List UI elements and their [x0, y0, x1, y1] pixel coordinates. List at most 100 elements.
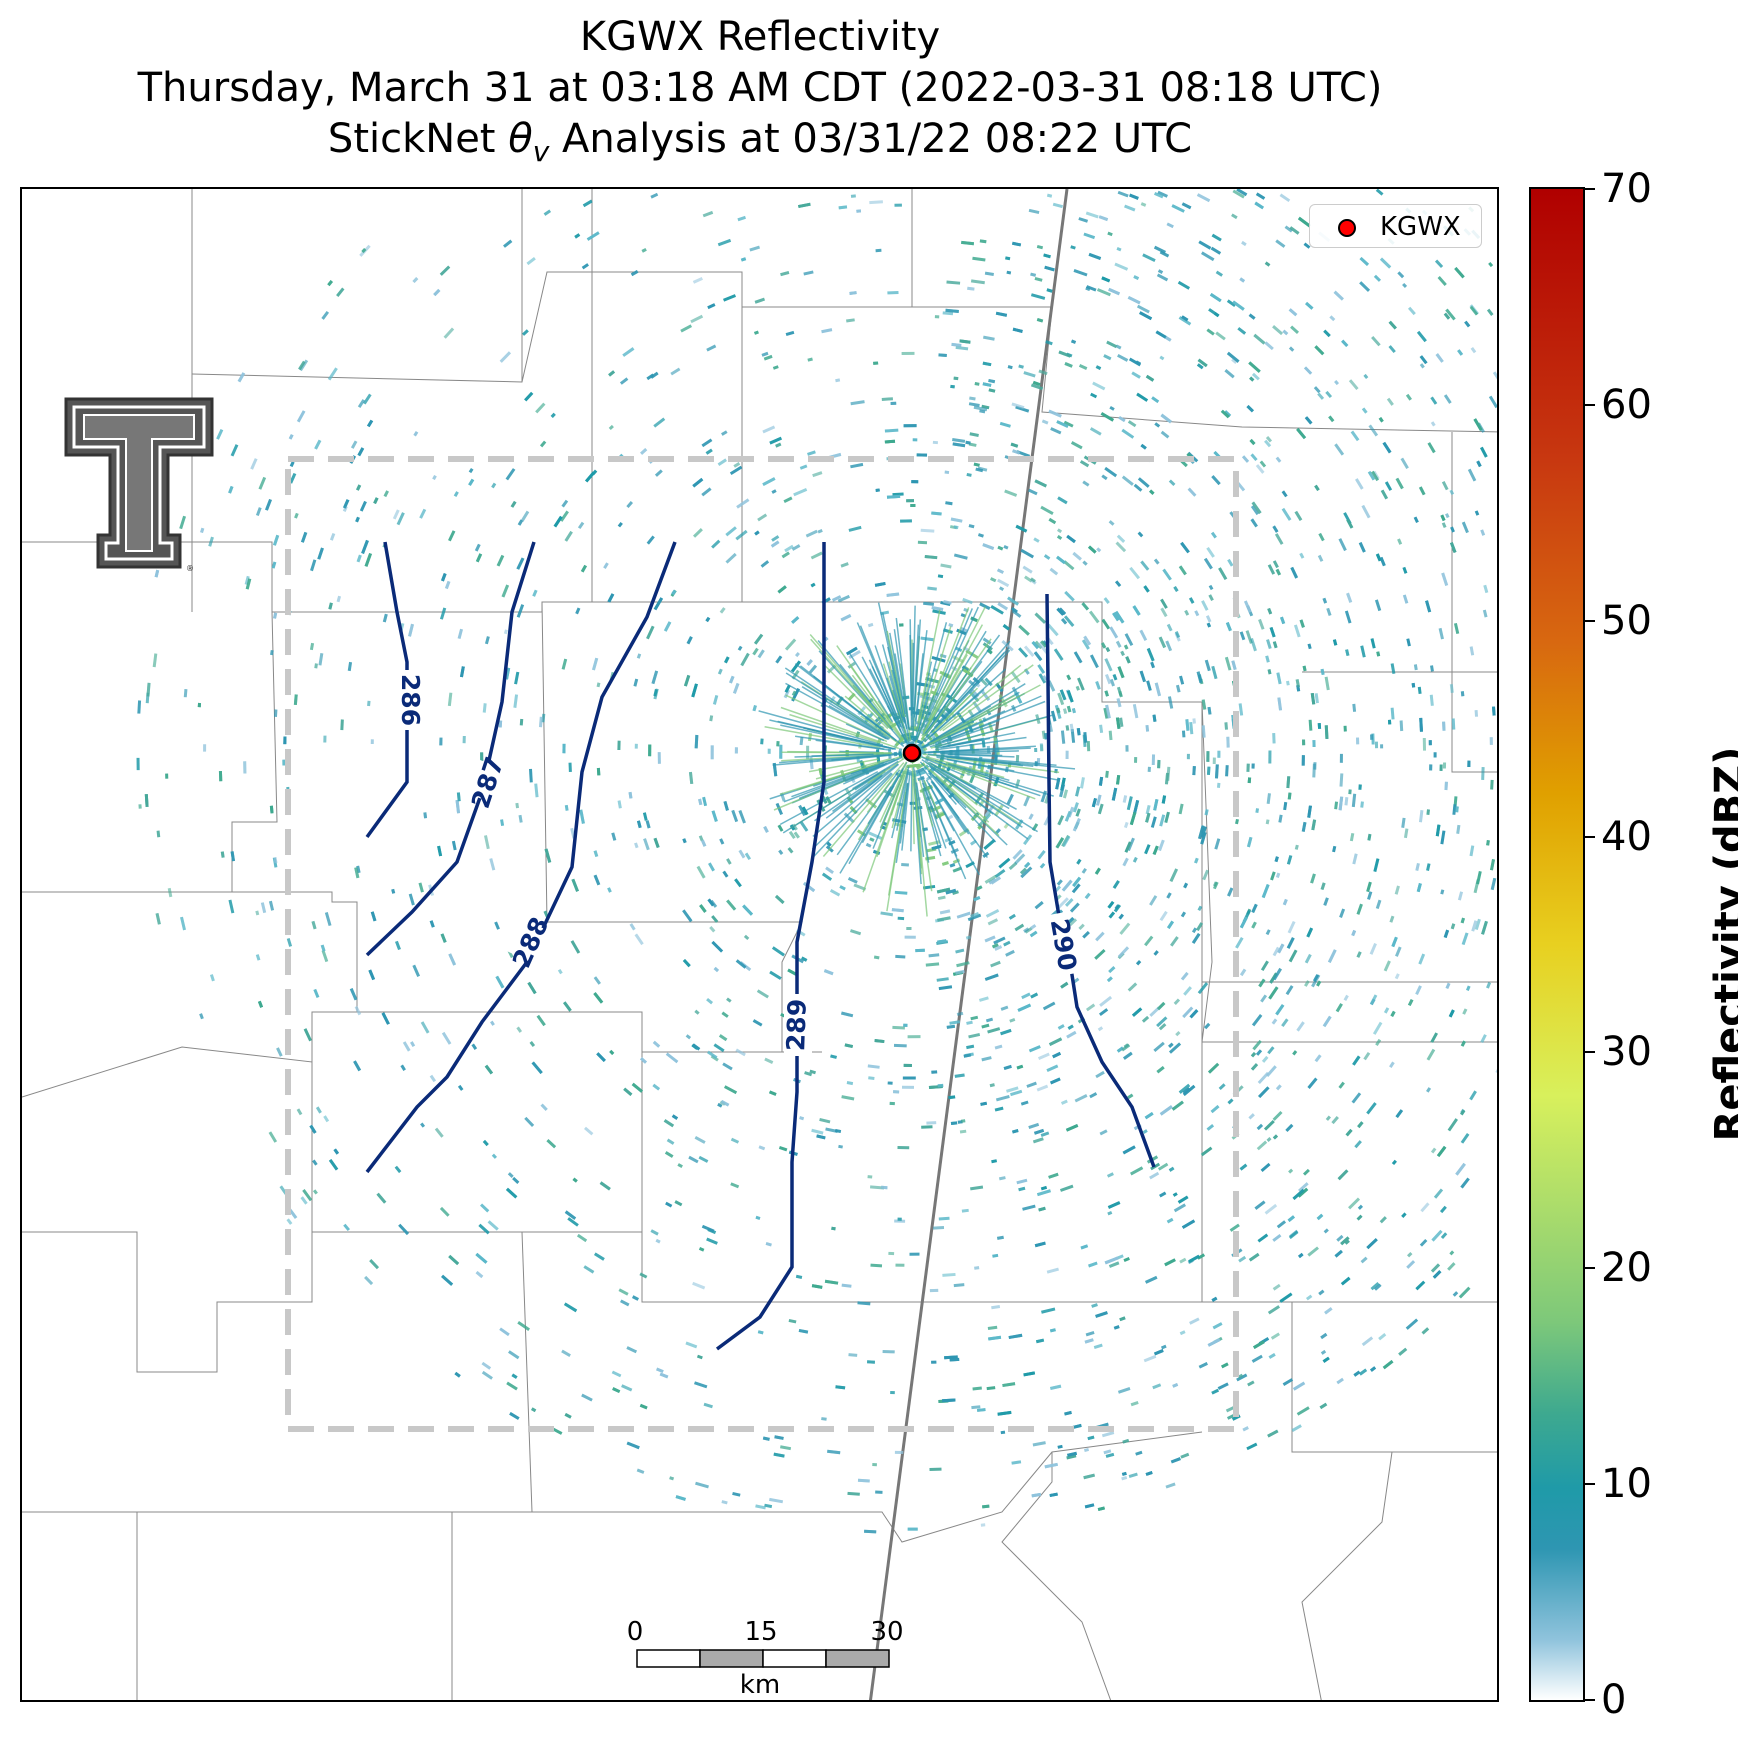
- reflectivity-gate: [1473, 418, 1483, 432]
- reflectivity-gate: [1145, 374, 1155, 382]
- reflectivity-gate: [1142, 1129, 1148, 1134]
- reflectivity-gate: [1164, 772, 1170, 785]
- reflectivity-gate: [1287, 792, 1292, 800]
- reflectivity-gate: [1091, 797, 1098, 808]
- reflectivity-gate: [1481, 920, 1488, 935]
- reflectivity-gate: [321, 310, 330, 320]
- reflectivity-gate: [1445, 513, 1450, 519]
- reflectivity-gate: [956, 628, 967, 636]
- reflectivity-gate: [771, 489, 777, 494]
- reflectivity-gate: [915, 767, 925, 774]
- reflectivity-gate: [1103, 597, 1110, 604]
- reflectivity-gate: [1282, 898, 1288, 906]
- reflectivity-gate: [1049, 1492, 1058, 1498]
- reflectivity-gate: [1091, 1303, 1098, 1308]
- reflectivity-gate: [807, 357, 813, 362]
- reflectivity-gate: [1403, 828, 1409, 839]
- reflectivity-gate: [1480, 1034, 1487, 1044]
- reflectivity-gate: [626, 1346, 638, 1354]
- reflectivity-gate: [1173, 998, 1181, 1005]
- reflectivity-gate: [1474, 710, 1479, 717]
- reflectivity-gate: [1011, 1460, 1022, 1465]
- reflectivity-gate: [433, 288, 441, 297]
- reflectivity-gate: [1379, 1216, 1387, 1224]
- reflectivity-gate: [1458, 1286, 1471, 1299]
- reflectivity-gate: [1140, 443, 1147, 450]
- reflectivity-gate: [1097, 803, 1104, 815]
- reflectivity-gate: [1206, 766, 1211, 775]
- reflectivity-gate: [887, 1081, 893, 1085]
- reflectivity-gate: [1464, 320, 1471, 328]
- reflectivity-streak: [861, 656, 908, 744]
- reflectivity-gate: [1294, 844, 1299, 850]
- reflectivity-gate: [1000, 1005, 1009, 1011]
- reflectivity-streak: [919, 651, 1005, 745]
- reflectivity-gate: [1160, 607, 1168, 618]
- chart-subtitle-time: Thursday, March 31 at 03:18 AM CDT (2022…: [137, 65, 1383, 111]
- reflectivity-streak: [894, 653, 907, 715]
- reflectivity-gate: [1490, 877, 1497, 891]
- reflectivity-gate: [1229, 1223, 1240, 1232]
- reflectivity-gate: [1302, 1168, 1310, 1176]
- reflectivity-gate: [931, 1360, 937, 1364]
- reflectivity-gate: [1314, 345, 1325, 356]
- reflectivity-gate: [968, 442, 977, 447]
- reflectivity-gate: [1338, 796, 1344, 811]
- reflectivity-gate: [1101, 276, 1111, 283]
- reflectivity-gate: [286, 1218, 293, 1225]
- reflectivity-gate: [1116, 774, 1121, 785]
- reflectivity-gate: [508, 1350, 520, 1360]
- reflectivity-gate: [1033, 537, 1040, 543]
- reflectivity-gate: [455, 799, 461, 814]
- reflectivity-gate: [1158, 839, 1165, 852]
- reflectivity-streak: [912, 624, 920, 738]
- reflectivity-gate: [1030, 293, 1046, 300]
- reflectivity-gate: [1338, 538, 1347, 552]
- colorbar-tick-label: 10: [1601, 1461, 1652, 1508]
- reflectivity-gate: [1166, 623, 1173, 632]
- reflectivity-gate: [1094, 867, 1101, 875]
- reflectivity-gate: [922, 884, 936, 890]
- reflectivity-gate: [970, 1185, 984, 1191]
- reflectivity-gate: [758, 1145, 766, 1151]
- reflectivity-gate: [1307, 805, 1312, 818]
- reflectivity-streak: [851, 763, 899, 801]
- reflectivity-gate: [942, 1398, 956, 1403]
- reflectivity-gate: [1144, 844, 1151, 855]
- reflectivity-gate: [1360, 1256, 1368, 1264]
- reflectivity-gate: [1021, 992, 1031, 1000]
- reflectivity-gate: [1405, 393, 1412, 401]
- reflectivity-gate: [829, 889, 841, 897]
- reflectivity-gate: [1033, 651, 1043, 662]
- reflectivity-gate: [771, 946, 785, 957]
- reflectivity-gate: [865, 842, 872, 848]
- reflectivity-gate: [945, 888, 957, 895]
- reflectivity-gate: [369, 1259, 380, 1270]
- reflectivity-gate: [803, 270, 814, 276]
- reflectivity-gate: [1070, 339, 1077, 344]
- reflectivity-streak: [758, 710, 884, 746]
- reflectivity-gate: [1107, 900, 1115, 909]
- reflectivity-gate: [1002, 1382, 1016, 1388]
- reflectivity-gate: [323, 1115, 330, 1123]
- colorbar-tick-label: 60: [1601, 381, 1652, 428]
- reflectivity-gate: [1212, 757, 1216, 765]
- reflectivity-gate: [650, 371, 659, 379]
- reflectivity-gate: [891, 908, 904, 913]
- reflectivity-gate: [657, 752, 661, 764]
- reflectivity-gate: [821, 328, 833, 334]
- reflectivity-gate: [902, 1076, 916, 1080]
- reflectivity-gate: [1105, 673, 1112, 685]
- reflectivity-gate: [1443, 312, 1451, 320]
- reflectivity-gate: [1032, 380, 1041, 387]
- reflectivity-gate: [513, 694, 519, 708]
- reflectivity-gate: [1116, 1046, 1124, 1053]
- reflectivity-gate: [772, 365, 779, 370]
- reflectivity-gate: [1201, 251, 1215, 262]
- reflectivity-gate: [1402, 594, 1409, 604]
- reflectivity-gate: [313, 988, 320, 999]
- reflectivity-streak: [913, 619, 922, 718]
- reflectivity-gate: [1394, 885, 1400, 895]
- reflectivity-gate: [761, 351, 769, 357]
- reflectivity-gate: [719, 838, 725, 845]
